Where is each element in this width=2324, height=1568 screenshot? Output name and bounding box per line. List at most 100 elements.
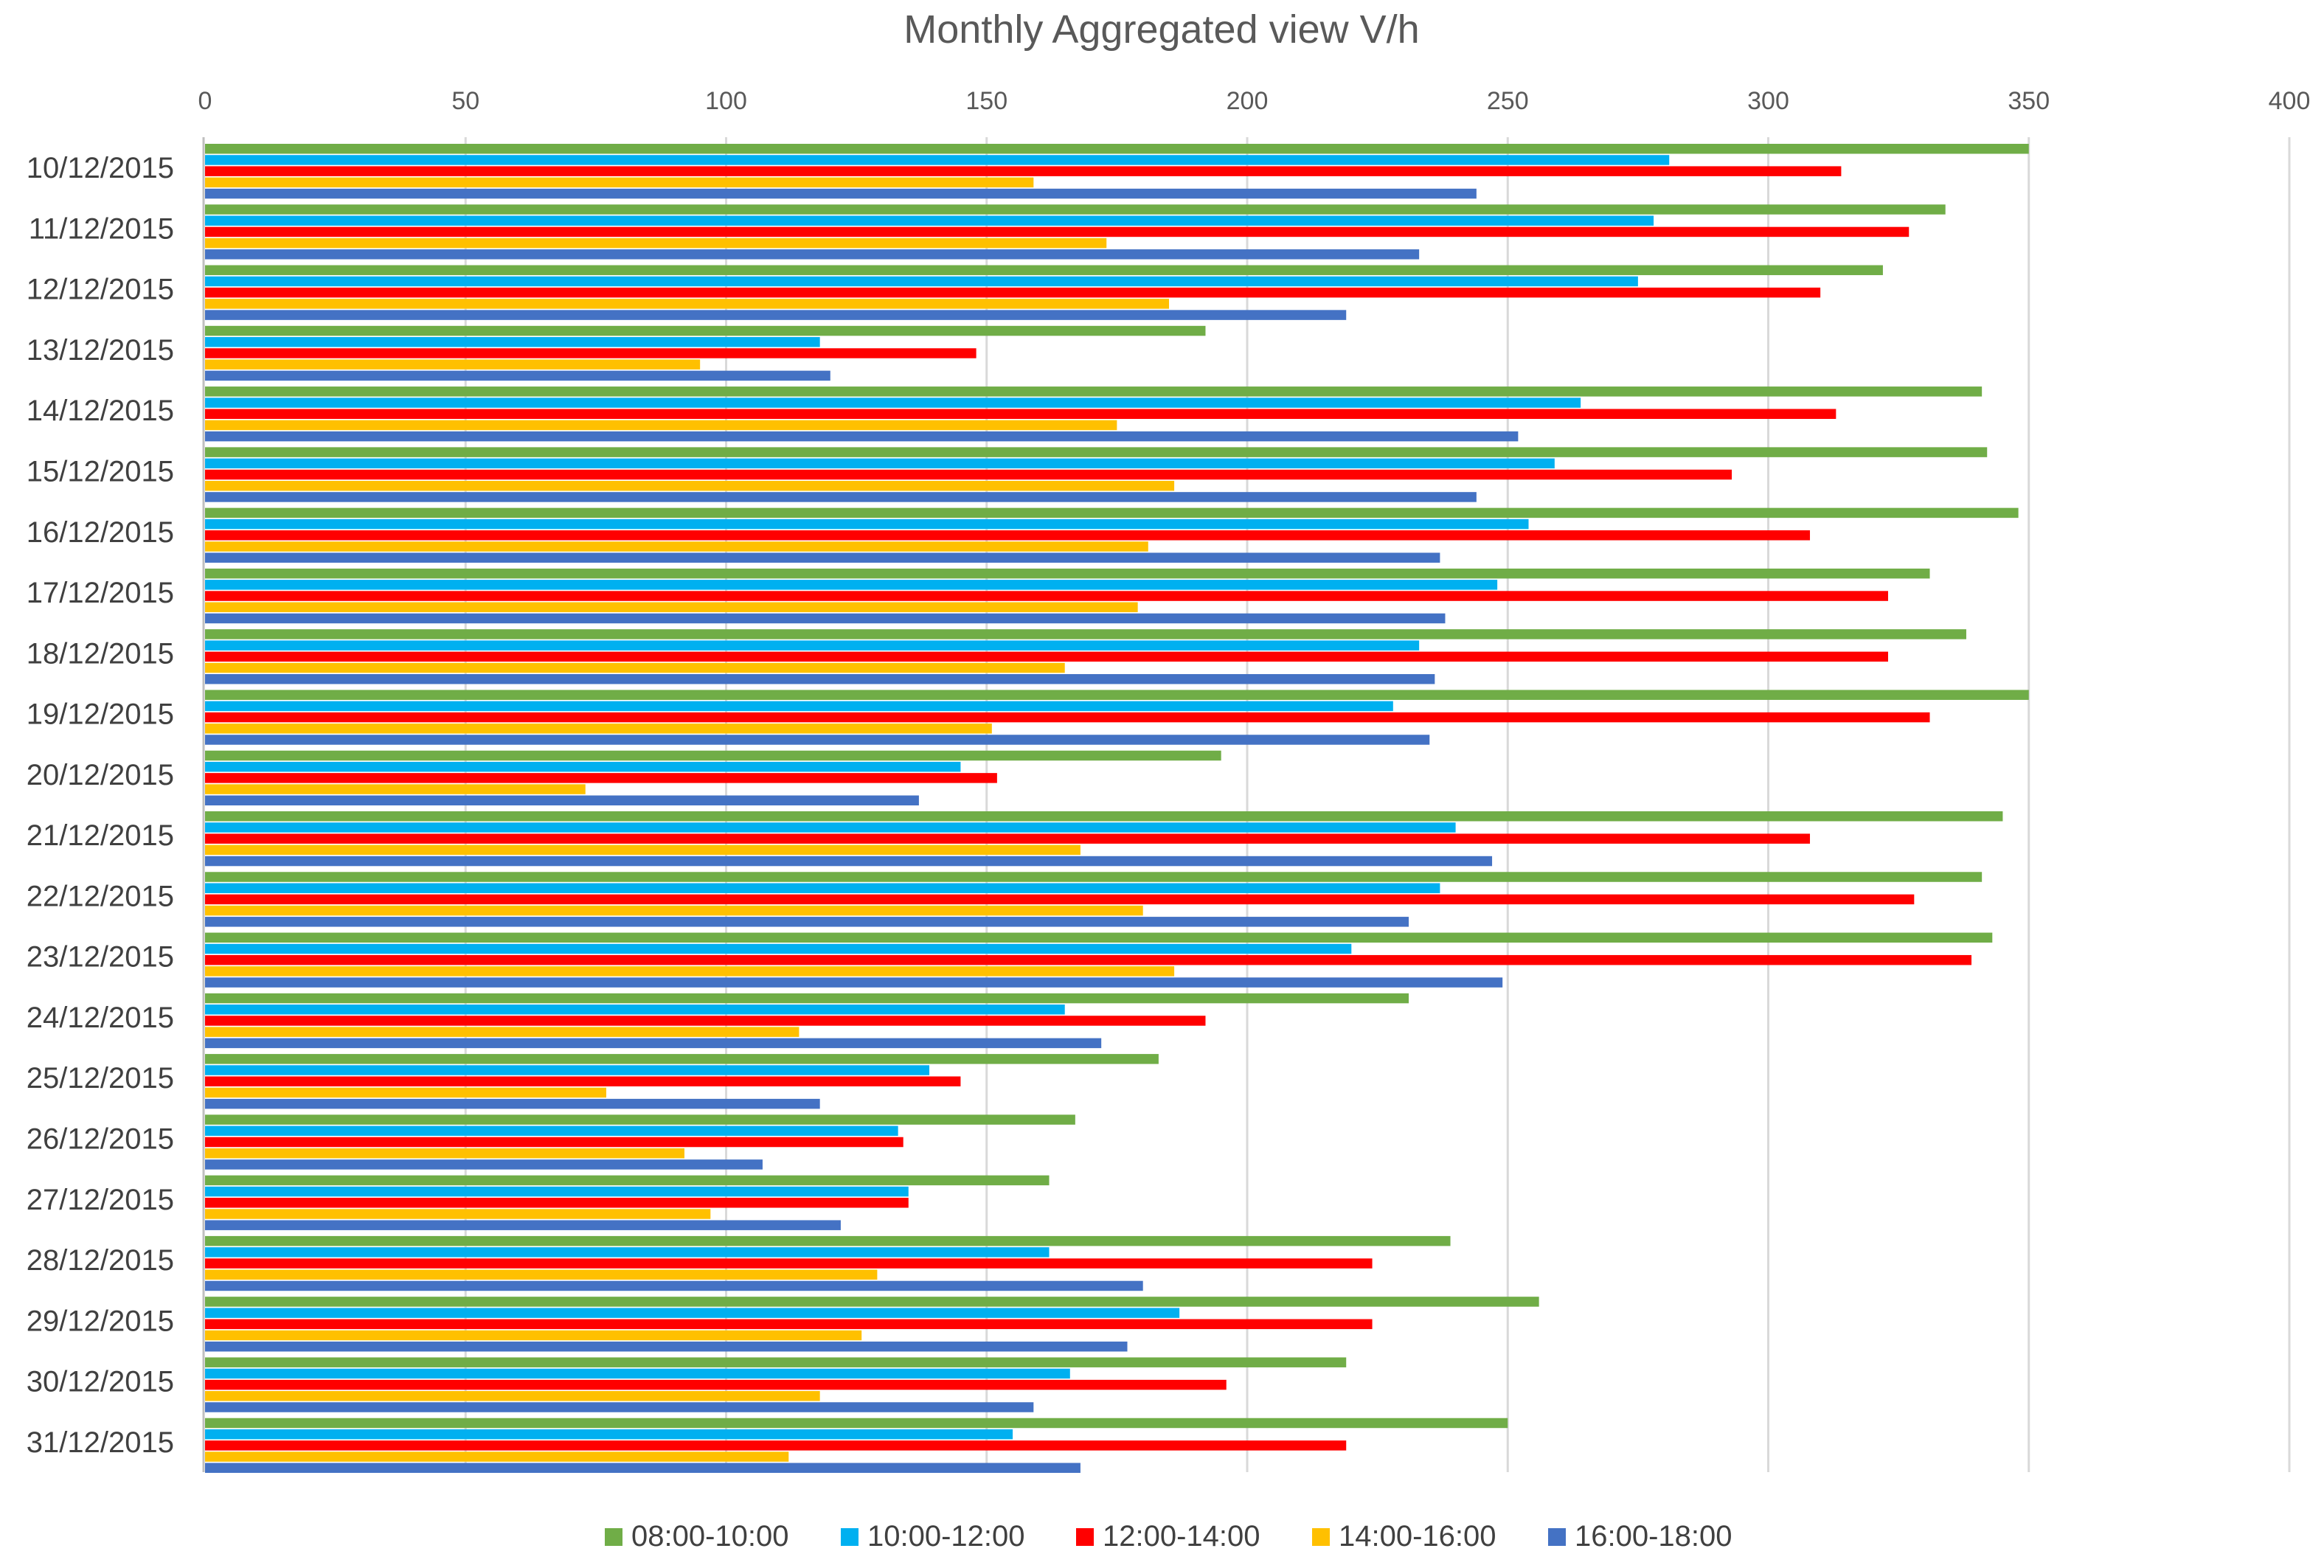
bar [205, 1247, 1050, 1257]
bar [205, 1038, 1102, 1049]
bar [205, 299, 1170, 309]
bar [205, 568, 1930, 579]
bar [205, 1220, 841, 1230]
bar [205, 249, 1420, 260]
bar [205, 1297, 1539, 1307]
bar [205, 883, 1440, 893]
bar [205, 177, 1034, 188]
bar [205, 750, 1221, 761]
y-category-label: 17/12/2015 [27, 577, 174, 609]
bar [205, 409, 1836, 419]
bar [205, 507, 2019, 518]
bar [205, 1016, 1206, 1026]
bar [205, 398, 1581, 408]
bar [205, 602, 1138, 613]
bar [205, 784, 586, 794]
y-category-label: 21/12/2015 [27, 819, 174, 852]
bar [205, 1429, 1013, 1440]
bar [205, 580, 1498, 590]
y-category-label: 26/12/2015 [27, 1123, 174, 1156]
bar [205, 629, 1966, 639]
bar [205, 1418, 1508, 1429]
bar [205, 1137, 903, 1148]
y-category-label: 30/12/2015 [27, 1366, 174, 1398]
bar [205, 310, 1347, 320]
bar [205, 1451, 789, 1462]
bar [205, 492, 1477, 502]
bar [205, 215, 1654, 226]
bar [205, 954, 1972, 965]
bar [205, 458, 1555, 469]
x-tick-label: 0 [198, 87, 212, 115]
y-category-label: 22/12/2015 [27, 880, 174, 912]
bars [205, 144, 2029, 1474]
y-category-label: 14/12/2015 [27, 395, 174, 427]
bar [205, 431, 1519, 442]
bar [205, 348, 977, 358]
bar [205, 701, 1393, 712]
y-category-label: 13/12/2015 [27, 334, 174, 367]
bar [205, 359, 701, 370]
bar [205, 1054, 1159, 1064]
bar [205, 166, 1842, 176]
y-category-label: 24/12/2015 [27, 1002, 174, 1034]
bar [205, 1440, 1347, 1451]
bar [205, 287, 1821, 298]
bar [205, 1341, 1128, 1352]
y-category-label: 10/12/2015 [27, 152, 174, 184]
y-axis-labels: 10/12/2015 11/12/2015 12/12/2015 13/12/2015… [27, 152, 174, 1459]
bar [205, 811, 2003, 822]
bar [205, 724, 992, 734]
legend: 08:00-10:00 10:00-12:00 12:00-14:00 14:00-1… [605, 1520, 1732, 1553]
bar [205, 1280, 1143, 1291]
bar [205, 993, 1409, 1004]
bar [205, 1463, 1081, 1474]
y-category-label: 28/12/2015 [27, 1244, 174, 1277]
y-category-label: 18/12/2015 [27, 637, 174, 670]
bar [205, 1357, 1347, 1367]
bar [205, 932, 1993, 943]
y-category-label: 15/12/2015 [27, 456, 174, 488]
legend-swatch [841, 1528, 859, 1546]
bar [205, 480, 1175, 491]
bar [205, 1368, 1070, 1379]
legend-swatch [1076, 1528, 1094, 1546]
bar [205, 856, 1493, 867]
bar [205, 640, 1420, 651]
legend-swatch [1548, 1528, 1566, 1546]
bar [205, 1269, 878, 1280]
bar [205, 1258, 1373, 1269]
bar [205, 943, 1352, 954]
y-category-label: 31/12/2015 [27, 1426, 174, 1459]
y-category-label: 20/12/2015 [27, 759, 174, 791]
y-category-label: 11/12/2015 [29, 212, 174, 245]
bar [205, 386, 1983, 397]
bar [205, 420, 1117, 431]
bar [205, 822, 1456, 833]
legend-swatch [605, 1528, 622, 1546]
bar [205, 530, 1811, 541]
legend-label: 08:00-10:00 [631, 1520, 789, 1553]
bar [205, 977, 1503, 988]
bar [205, 1175, 1050, 1186]
y-category-label: 16/12/2015 [27, 516, 174, 549]
bar [205, 370, 830, 381]
bar [205, 276, 1638, 287]
bar [205, 833, 1811, 844]
bar [205, 613, 1446, 624]
bar [205, 188, 1477, 199]
bar [205, 1148, 684, 1159]
y-category-label: 27/12/2015 [27, 1184, 174, 1216]
bar [205, 1391, 820, 1401]
x-tick-label: 200 [1227, 87, 1269, 115]
bar [205, 469, 1732, 480]
bar [205, 966, 1175, 976]
bar [205, 712, 1930, 723]
bar [205, 1065, 930, 1075]
bar [205, 1114, 1075, 1125]
bar [205, 337, 820, 347]
legend-label: 14:00-16:00 [1339, 1520, 1496, 1553]
y-category-label: 25/12/2015 [27, 1062, 174, 1095]
